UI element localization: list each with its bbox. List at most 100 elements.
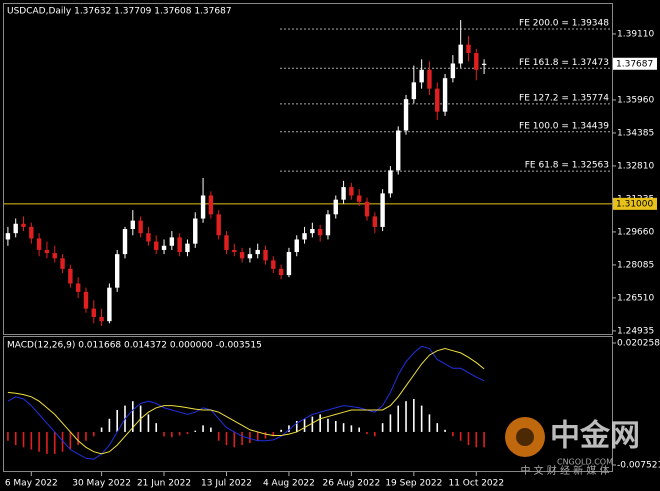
candle-body bbox=[396, 130, 401, 171]
candle-body bbox=[356, 195, 362, 202]
main-panel bbox=[3, 3, 613, 335]
candle-body bbox=[341, 187, 346, 200]
x-tick-label: 19 Sep 2022 bbox=[385, 479, 442, 489]
candle-body bbox=[232, 249, 237, 253]
candle-body bbox=[224, 235, 229, 250]
candle-body bbox=[107, 287, 112, 322]
y-tick-label: 1.35960 bbox=[617, 95, 654, 105]
candle-body bbox=[427, 69, 432, 89]
candle-body bbox=[474, 53, 479, 70]
candle-body bbox=[380, 193, 385, 227]
candle-body bbox=[5, 233, 11, 240]
x-tick-label: 13 Jul 2022 bbox=[201, 479, 252, 489]
candle-body bbox=[333, 199, 338, 215]
watermark: 中金网 CNGOLD.COM 中 文 财 经 新 媒 体 bbox=[505, 417, 640, 477]
x-tick-label: 4 Aug 2022 bbox=[263, 479, 315, 489]
x-tick-label: 30 May 2022 bbox=[72, 479, 131, 489]
price-box bbox=[613, 197, 657, 210]
macd-tick-label: -0.007521 bbox=[617, 460, 660, 470]
candle-body bbox=[411, 82, 417, 100]
fibo-label: FE 61.8 = 1.32563 bbox=[525, 161, 609, 171]
candle-body bbox=[442, 78, 448, 112]
candle-body bbox=[83, 291, 89, 309]
candle-body bbox=[21, 223, 26, 227]
candle-body bbox=[52, 253, 57, 259]
watermark-brand: 中金网 bbox=[550, 419, 640, 454]
candle-body bbox=[239, 252, 245, 259]
chart-title: USDCAD,Daily 1.37632 1.37709 1.37608 1.3… bbox=[7, 7, 232, 17]
macd-line bbox=[7, 345, 485, 460]
candle-body bbox=[122, 228, 128, 255]
candle-body bbox=[278, 268, 284, 276]
candle-body bbox=[146, 233, 151, 242]
candle-body bbox=[68, 268, 73, 284]
candle-body bbox=[364, 201, 370, 217]
candle-body bbox=[138, 220, 143, 234]
fibo-label: FE 161.8 = 1.37473 bbox=[519, 58, 609, 68]
logo-inner bbox=[516, 428, 534, 446]
candle-body bbox=[349, 187, 354, 196]
candle-body bbox=[458, 44, 463, 64]
candle-body bbox=[325, 214, 331, 236]
macd-line bbox=[7, 347, 485, 455]
candle-body bbox=[302, 233, 307, 240]
candle-body bbox=[255, 249, 260, 255]
price-box bbox=[613, 57, 657, 70]
candle-body bbox=[161, 245, 167, 250]
candle-body bbox=[75, 283, 81, 292]
watermark-site: CNGOLD.COM bbox=[557, 458, 613, 467]
y-tick-label: 1.32810 bbox=[617, 161, 654, 171]
candle-body bbox=[317, 228, 323, 236]
candle-body bbox=[310, 228, 315, 234]
macd-title: MACD(12,26,9) 0.011668 0.014372 0.000000… bbox=[7, 341, 262, 351]
y-tick-label: 1.24935 bbox=[617, 326, 654, 336]
y-tick-label: 1.28085 bbox=[617, 260, 654, 270]
candle-body bbox=[44, 249, 50, 254]
candle-body bbox=[372, 216, 378, 227]
candle-body bbox=[60, 258, 65, 269]
candle-body bbox=[271, 260, 276, 269]
candle-body bbox=[200, 195, 206, 219]
candle-body bbox=[154, 241, 159, 250]
candle-body bbox=[481, 63, 487, 65]
fibo-label: FE 200.0 = 1.39348 bbox=[519, 18, 609, 28]
candle-body bbox=[99, 316, 104, 322]
candle-body bbox=[91, 308, 96, 317]
price-box-label: 1.31000 bbox=[616, 199, 653, 209]
x-tick-label: 21 Jun 2022 bbox=[137, 479, 191, 489]
candle-body bbox=[185, 243, 190, 253]
price-box-label: 1.37687 bbox=[616, 59, 653, 69]
candle-body bbox=[130, 220, 136, 229]
candle-body bbox=[177, 237, 182, 253]
candle-body bbox=[169, 237, 175, 246]
candle-body bbox=[286, 252, 292, 276]
candle-body bbox=[403, 99, 409, 131]
y-tick-label: 1.39110 bbox=[617, 29, 654, 39]
candle-body bbox=[294, 239, 299, 253]
y-tick-label: 1.34385 bbox=[617, 128, 654, 138]
candle-body bbox=[419, 69, 424, 83]
candle-body bbox=[263, 249, 268, 261]
candle-body bbox=[435, 88, 440, 112]
candle-body bbox=[466, 44, 471, 54]
y-tick-label: 1.29660 bbox=[617, 227, 654, 237]
fibo-label: FE 127.2 = 1.35774 bbox=[519, 93, 609, 103]
y-tick-label: 1.26510 bbox=[617, 293, 654, 303]
candle-body bbox=[114, 254, 120, 288]
x-tick-label: 6 May 2022 bbox=[5, 479, 58, 489]
x-tick-label: 26 Aug 2022 bbox=[323, 479, 381, 489]
fibo-label: FE 100.0 = 1.34439 bbox=[519, 121, 609, 131]
watermark-tagline: 中 文 财 经 新 媒 体 bbox=[520, 464, 609, 477]
candle-body bbox=[216, 214, 221, 236]
candle-body bbox=[13, 223, 18, 234]
candle-body bbox=[247, 254, 253, 259]
candle-body bbox=[388, 170, 393, 194]
macd-panel bbox=[3, 336, 613, 472]
candle-body bbox=[450, 63, 456, 79]
candle-body bbox=[193, 218, 198, 244]
macd-tick-label: 0.020258 bbox=[617, 338, 660, 348]
candle-body bbox=[36, 238, 42, 250]
candle-body bbox=[208, 195, 214, 215]
